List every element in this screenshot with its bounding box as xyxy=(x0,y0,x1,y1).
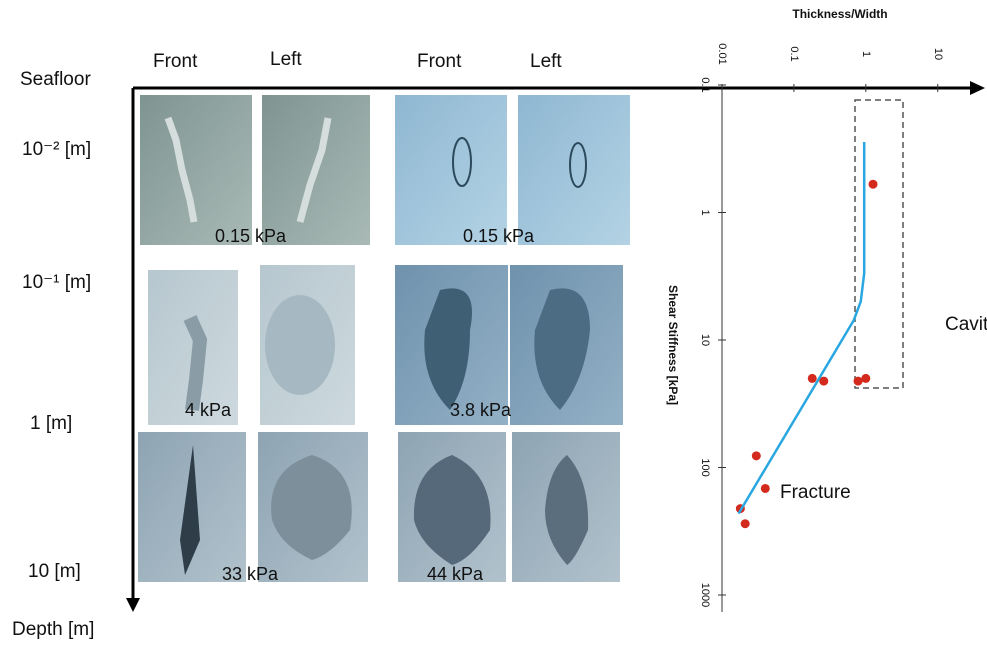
x-axis-title: Thickness/Width xyxy=(792,7,887,21)
y-tick-label: 0.1 xyxy=(699,77,711,92)
y-tick-label: 1 xyxy=(699,209,711,215)
column-header: Left xyxy=(270,49,302,70)
photos xyxy=(138,95,630,582)
y-tick-label: 100 xyxy=(699,458,711,476)
photo xyxy=(518,95,630,245)
data-point xyxy=(808,374,817,383)
data-point xyxy=(761,484,770,493)
depth-label: 10⁻¹ [m] xyxy=(22,272,91,293)
depth-axis-label: Depth [m] xyxy=(12,619,94,640)
specimen xyxy=(265,295,335,395)
cavity-region xyxy=(855,100,903,388)
depth-label: 10 [m] xyxy=(28,561,81,582)
data-point xyxy=(854,377,863,386)
column-header: Left xyxy=(530,51,562,72)
data-point xyxy=(869,180,878,189)
x-tick-label: 0.01 xyxy=(716,43,728,64)
stiffness-label: 0.15 kPa xyxy=(463,226,535,246)
column-header: Front xyxy=(153,51,198,72)
column-header: Front xyxy=(417,51,462,72)
y-tick-label: 1000 xyxy=(699,583,711,607)
stiffness-label: 3.8 kPa xyxy=(450,400,512,420)
stiffness-label: 33 kPa xyxy=(222,564,279,584)
arrowhead xyxy=(126,598,140,612)
arrowhead xyxy=(970,81,985,95)
y-tick-label: 10 xyxy=(699,334,711,346)
data-point xyxy=(741,519,750,528)
x-tick-label: 10 xyxy=(932,48,944,60)
stiffness-label: 4 kPa xyxy=(185,400,232,420)
chart: Thickness/Width Shear Stiffness [kPa] 0.… xyxy=(666,7,987,612)
photo xyxy=(140,95,252,245)
stiffness-label: 0.15 kPa xyxy=(215,226,287,246)
data-point xyxy=(861,374,870,383)
annotation: Fracture xyxy=(780,482,851,503)
x-tick-label: 1 xyxy=(860,51,872,57)
depth-label: 10⁻² [m] xyxy=(22,139,91,160)
figure: Front Left Front Left Seafloor 10⁻² [m] … xyxy=(0,0,987,645)
photo xyxy=(395,95,507,245)
y-axis-title: Shear Stiffness [kPa] xyxy=(666,285,680,405)
stiffness-label: 44 kPa xyxy=(427,564,484,584)
annotation: Cavity xyxy=(945,314,987,335)
data-point xyxy=(752,451,761,460)
depth-label: 1 [m] xyxy=(30,413,72,434)
x-tick-label: 0.1 xyxy=(788,46,800,61)
depth-label: Seafloor xyxy=(20,69,91,90)
specimen xyxy=(190,318,200,410)
